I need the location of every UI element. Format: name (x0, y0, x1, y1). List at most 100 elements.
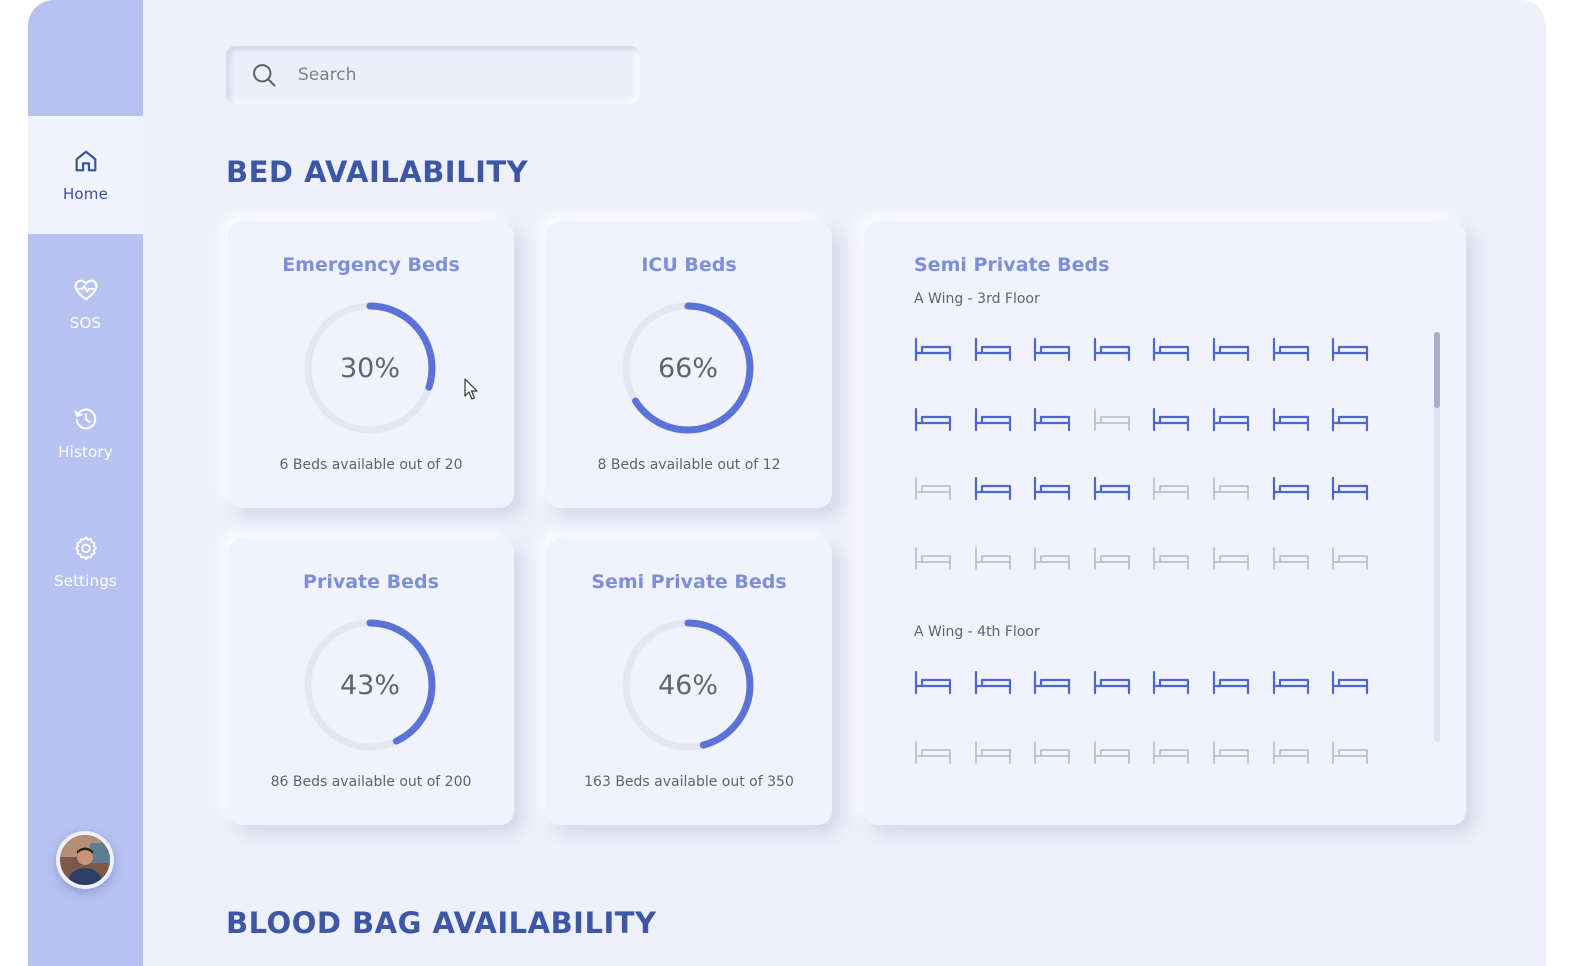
bed-available-icon[interactable] (974, 336, 1034, 406)
bed-available-icon[interactable] (1212, 406, 1272, 476)
scrollbar-thumb[interactable] (1434, 332, 1440, 408)
bed-occupied-icon[interactable] (1272, 545, 1332, 615)
heart-pulse-icon (73, 279, 98, 301)
bed-occupied-icon[interactable] (1212, 475, 1272, 545)
bed-available-icon[interactable] (1093, 336, 1153, 406)
bed-available-icon[interactable] (914, 336, 974, 406)
sidebar-item-label: History (58, 443, 113, 461)
bed-available-icon[interactable] (1033, 475, 1093, 545)
sidebar: Home SOS History (28, 0, 143, 966)
bed-grid (914, 669, 1391, 808)
progress-ring (304, 619, 436, 751)
sidebar-item-label: SOS (69, 314, 102, 332)
bed-occupied-icon[interactable] (974, 545, 1034, 615)
bed-card-emergency[interactable]: Emergency Beds 30% 6 Beds available out … (228, 222, 514, 508)
bed-occupied-icon[interactable] (914, 545, 974, 615)
progress-ring (622, 302, 754, 434)
bed-available-icon[interactable] (1331, 336, 1391, 406)
bed-available-icon[interactable] (1212, 669, 1272, 739)
bed-card-private[interactable]: Private Beds 43% 86 Beds available out o… (228, 539, 514, 825)
progress-ring (304, 302, 436, 434)
panel-title: Semi Private Beds (914, 254, 1110, 276)
gear-icon (74, 536, 97, 561)
bed-available-icon[interactable] (974, 475, 1034, 545)
bed-occupied-icon[interactable] (1212, 739, 1272, 809)
card-title: Semi Private Beds (591, 571, 787, 593)
blood-bag-availability-title: BLOOD BAG AVAILABILITY (226, 906, 657, 940)
app-window: Home SOS History (28, 0, 1546, 966)
bed-occupied-icon[interactable] (1093, 739, 1153, 809)
search-icon (253, 64, 276, 87)
bed-available-icon[interactable] (974, 406, 1034, 476)
mouse-cursor-icon (464, 378, 478, 400)
bed-available-icon[interactable] (1152, 336, 1212, 406)
bed-occupied-icon[interactable] (1033, 545, 1093, 615)
availability-text: 6 Beds available out of 20 (279, 457, 463, 473)
sidebar-item-label: Settings (53, 572, 118, 590)
bed-available-icon[interactable] (1152, 406, 1212, 476)
history-icon (73, 408, 96, 430)
bed-available-icon[interactable] (1331, 406, 1391, 476)
bed-available-icon[interactable] (914, 406, 974, 476)
percent-label: 46% (657, 669, 718, 701)
floor-label: A Wing - 4th Floor (914, 624, 1040, 640)
bed-available-icon[interactable] (914, 669, 974, 739)
floor-label: A Wing - 3rd Floor (914, 291, 1040, 307)
bed-card-icu[interactable]: ICU Beds 66% 8 Beds available out of 12 (546, 222, 832, 508)
progress-ring-fill (304, 619, 436, 751)
progress-ring-fill (622, 619, 754, 751)
bed-occupied-icon[interactable] (1152, 545, 1212, 615)
bed-available-icon[interactable] (1033, 336, 1093, 406)
bed-occupied-icon[interactable] (1152, 475, 1212, 545)
semi-private-bed-map: Semi Private Beds A Wing - 3rd Floor A W… (864, 222, 1466, 825)
availability-text: 8 Beds available out of 12 (597, 457, 781, 473)
progress-ring-fill (304, 302, 436, 434)
bed-occupied-icon[interactable] (1093, 406, 1153, 476)
percent-label: 66% (657, 352, 718, 384)
home-icon (75, 150, 96, 172)
bed-card-semi-private[interactable]: Semi Private Beds 46% 163 Beds available… (546, 539, 832, 825)
bed-available-icon[interactable] (1331, 475, 1391, 545)
bed-available-icon[interactable] (1152, 669, 1212, 739)
sidebar-item-sos[interactable]: SOS (28, 245, 143, 363)
bed-occupied-icon[interactable] (914, 475, 974, 545)
bed-occupied-icon[interactable] (1272, 739, 1332, 809)
bed-available-icon[interactable] (1093, 475, 1153, 545)
availability-text: 163 Beds available out of 350 (584, 774, 794, 790)
bed-available-icon[interactable] (1033, 406, 1093, 476)
bed-available-icon[interactable] (974, 669, 1034, 739)
bed-occupied-icon[interactable] (1212, 545, 1272, 615)
card-title: Private Beds (303, 571, 439, 593)
bed-available-icon[interactable] (1272, 406, 1332, 476)
bed-available-icon[interactable] (1331, 669, 1391, 739)
bed-occupied-icon[interactable] (1331, 545, 1391, 615)
sidebar-item-history[interactable]: History (28, 374, 143, 492)
search-bar[interactable] (226, 46, 640, 104)
card-title: ICU Beds (641, 254, 737, 276)
bed-available-icon[interactable] (1093, 669, 1153, 739)
progress-ring-fill (622, 302, 754, 434)
bed-occupied-icon[interactable] (974, 739, 1034, 809)
bed-available-icon[interactable] (1212, 336, 1272, 406)
sidebar-item-settings[interactable]: Settings (28, 503, 143, 621)
bed-available-icon[interactable] (1272, 336, 1332, 406)
bed-occupied-icon[interactable] (1152, 739, 1212, 809)
percent-label: 43% (339, 669, 400, 701)
search-input[interactable] (296, 64, 600, 86)
bed-occupied-icon[interactable] (1033, 739, 1093, 809)
card-title: Emergency Beds (282, 254, 460, 276)
avatar[interactable] (56, 831, 114, 889)
percent-label: 30% (339, 352, 400, 384)
bed-available-icon[interactable] (1272, 669, 1332, 739)
bed-occupied-icon[interactable] (914, 739, 974, 809)
bed-available-icon[interactable] (1033, 669, 1093, 739)
bed-occupied-icon[interactable] (1093, 545, 1153, 615)
user-avatar-icon (60, 835, 110, 885)
bed-availability-title: BED AVAILABILITY (226, 155, 529, 189)
sidebar-item-home[interactable]: Home (28, 116, 143, 234)
scrollbar-track[interactable] (1434, 332, 1440, 742)
bed-available-icon[interactable] (1272, 475, 1332, 545)
bed-occupied-icon[interactable] (1331, 739, 1391, 809)
bed-grid (914, 336, 1391, 614)
